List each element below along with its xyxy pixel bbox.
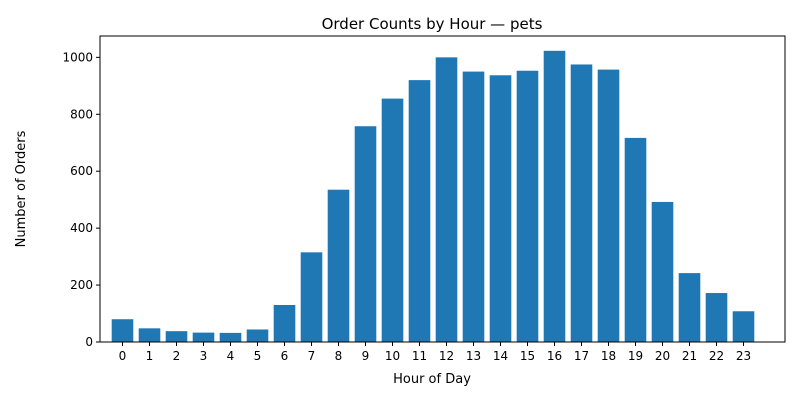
bar-hour-1: [138, 328, 161, 342]
bar-hour-22: [705, 293, 728, 342]
x-tick-label: 23: [736, 349, 751, 363]
x-axis-label: Hour of Day: [393, 372, 471, 387]
x-tick-label: 16: [547, 349, 562, 363]
x-tick-label: 22: [709, 349, 724, 363]
y-tick-label: 400: [70, 221, 93, 235]
x-tick-label: 13: [466, 349, 481, 363]
chart-title: Order Counts by Hour — pets: [322, 15, 543, 33]
x-tick-label: 1: [146, 349, 154, 363]
y-tick-label: 1000: [62, 50, 93, 64]
bar-hour-9: [354, 126, 377, 342]
y-tick-label: 800: [70, 107, 93, 121]
bars-group: [111, 50, 755, 343]
bar-hour-23: [732, 311, 755, 342]
x-tick-label: 21: [682, 349, 697, 363]
bar-hour-4: [219, 332, 242, 342]
x-tick-label: 20: [655, 349, 670, 363]
bar-hour-6: [273, 305, 296, 342]
x-tick-label: 6: [281, 349, 289, 363]
y-axis-ticks: 0 200 400 600 800 1000: [62, 50, 100, 349]
bar-hour-11: [408, 80, 431, 343]
x-tick-label: 2: [173, 349, 181, 363]
x-tick-label: 10: [385, 349, 400, 363]
bar-hour-10: [381, 98, 404, 343]
plot-frame: [99, 35, 786, 343]
y-axis-label: Number of Orders: [14, 130, 29, 247]
x-tick-label: 9: [362, 349, 370, 363]
x-tick-label: 8: [335, 349, 343, 363]
bar-hour-16: [543, 50, 566, 343]
x-tick-label: 11: [412, 349, 427, 363]
x-tick-label: 15: [520, 349, 535, 363]
bar-hour-7: [300, 252, 323, 342]
bar-hour-17: [570, 64, 593, 342]
bar-hour-21: [678, 273, 701, 342]
bar-hour-20: [651, 201, 674, 342]
x-tick-label: 19: [628, 349, 643, 363]
x-tick-label: 12: [439, 349, 454, 363]
bar-hour-3: [192, 332, 215, 342]
bar-hour-12: [435, 57, 458, 342]
x-tick-label: 4: [227, 349, 235, 363]
y-tick-label: 600: [70, 164, 93, 178]
x-tick-label: 7: [308, 349, 316, 363]
bar-hour-13: [462, 71, 485, 342]
y-tick-label: 0: [85, 335, 93, 349]
bar-hour-2: [165, 331, 188, 342]
bar-hour-5: [246, 329, 269, 342]
bar-hour-8: [327, 189, 350, 342]
x-tick-label: 3: [200, 349, 208, 363]
x-tick-label: 5: [254, 349, 262, 363]
x-axis-ticks: 0 1 2 3 4 5 6 7 8 9 10 11 12 13 14 15 16 17 18 19 20 21 22 23: [119, 342, 751, 363]
y-tick-label: 200: [70, 278, 93, 292]
x-tick-label: 18: [601, 349, 616, 363]
x-tick-label: 14: [493, 349, 508, 363]
bar-hour-15: [516, 70, 539, 342]
x-tick-label: 0: [119, 349, 127, 363]
bar-hour-18: [597, 69, 620, 342]
bar-hour-19: [624, 137, 647, 342]
x-tick-label: 17: [574, 349, 589, 363]
bar-hour-14: [489, 75, 512, 342]
bar-hour-0: [111, 319, 134, 342]
